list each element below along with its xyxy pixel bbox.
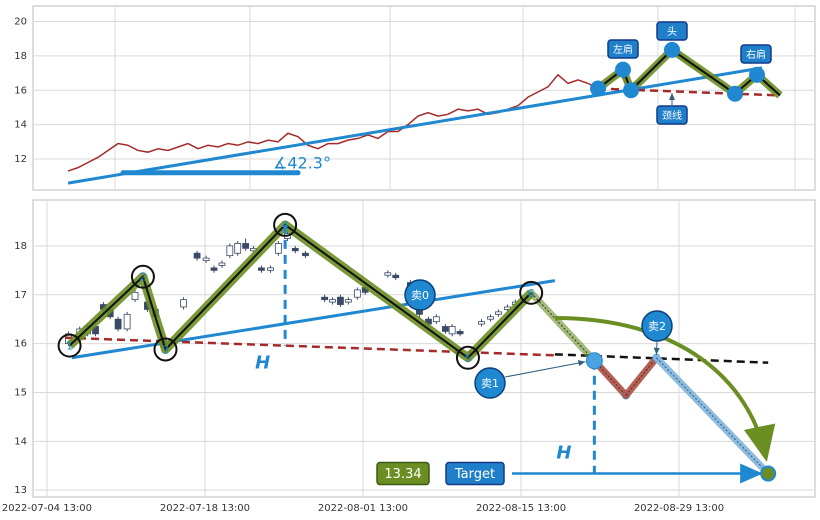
pattern-label: 6 [528, 287, 535, 300]
x-tick-label: 2022-08-29 13:00 [634, 503, 724, 514]
pattern-point [727, 85, 743, 102]
candle-body [114, 318, 122, 330]
sell-marker [404, 279, 436, 311]
projection-point [585, 352, 603, 370]
candle-body [242, 243, 250, 249]
drop-arrow [554, 316, 776, 462]
candle-body [274, 243, 282, 254]
candle-body [180, 299, 187, 308]
sell-label: 卖1 [481, 377, 499, 390]
sell-arrow [653, 341, 660, 355]
candle-body [495, 311, 502, 315]
candle-body [384, 272, 392, 276]
candle-body [202, 257, 210, 261]
height-label: H [255, 353, 270, 374]
target-label-box [445, 461, 505, 486]
sell-label: 卖2 [648, 320, 666, 333]
pattern-point [623, 82, 639, 99]
candle-body [267, 267, 274, 271]
pattern-line [68, 223, 532, 360]
bottom-panel [32, 199, 816, 498]
sell-arrow [504, 360, 586, 378]
target-label: Target [454, 467, 495, 482]
candle-body [302, 252, 309, 257]
pattern-annotation: 右肩 [746, 48, 766, 61]
pattern-point [749, 66, 765, 83]
projection-line [625, 357, 657, 396]
y-tick-label: 18 [14, 241, 27, 252]
pattern-point [57, 333, 82, 358]
pattern-point [130, 264, 155, 289]
trend-line [67, 66, 763, 185]
candle-body [291, 247, 299, 252]
candle-body [478, 321, 485, 325]
y-tick-label: 14 [14, 436, 27, 447]
candle-body [258, 267, 265, 271]
pattern-point [455, 345, 480, 370]
y-tick-label: 16 [14, 339, 27, 350]
pattern-label: 3 [162, 343, 169, 356]
x-tick-label: 2022-08-01 13:00 [318, 503, 408, 514]
candle-body [441, 326, 449, 332]
candle-body [456, 331, 464, 335]
pattern-point [664, 41, 680, 58]
projection-point [760, 465, 777, 482]
candle-body [344, 299, 352, 303]
target-value-box [376, 461, 430, 486]
pattern-point [273, 212, 298, 237]
y-tick-label: 17 [14, 290, 27, 301]
y-tick-label: 20 [14, 16, 27, 27]
pattern-point [519, 280, 544, 305]
pattern-label: 5 [464, 352, 471, 365]
y-tick-label: 15 [14, 387, 27, 398]
angle-label: ∡42.3° [273, 153, 331, 172]
candle-body [226, 245, 234, 257]
pattern-annotation-box [607, 39, 639, 59]
sell-label: 卖0 [411, 289, 429, 302]
y-tick-label: 12 [14, 154, 27, 165]
candle-body [487, 316, 494, 320]
candle-body [218, 262, 226, 266]
projection-line [530, 292, 595, 362]
y-tick-label: 18 [14, 51, 27, 62]
candle-body [353, 289, 361, 298]
pattern-annotation-box [656, 105, 688, 125]
y-tick-label: 16 [14, 85, 27, 96]
height-label: H [556, 443, 571, 464]
pattern-point [615, 61, 631, 78]
pattern-annotation-box [740, 44, 772, 64]
candle-body [123, 313, 131, 330]
pattern-annotation: 左肩 [613, 43, 633, 56]
pattern-point [590, 80, 606, 97]
candle-body [329, 299, 336, 303]
candle-body [337, 296, 344, 305]
pattern-label: 4 [282, 219, 289, 232]
candle-body [131, 291, 139, 301]
pattern-annotation: 头 [667, 26, 677, 38]
top-panel [32, 5, 816, 191]
candle-body [448, 326, 456, 335]
sell-marker [641, 310, 673, 342]
pattern-annotation: 颈线 [662, 109, 682, 122]
sell-marker [474, 367, 506, 399]
x-tick-label: 2022-07-04 13:00 [2, 503, 92, 514]
candle-body [392, 274, 400, 279]
pattern-label: 2 [139, 271, 146, 284]
target-value: 13.34 [384, 467, 421, 482]
pattern-label: 1 [66, 340, 73, 353]
projection-line [656, 357, 769, 474]
candle-body [321, 296, 329, 301]
y-tick-label: 13 [14, 485, 27, 496]
pattern-annotation-box [656, 21, 688, 41]
upper-line [71, 279, 556, 360]
y-tick-label: 14 [14, 120, 27, 131]
candle-body [234, 243, 242, 254]
x-tick-label: 2022-07-18 13:00 [160, 503, 250, 514]
pattern-point [153, 337, 178, 362]
x-tick-label: 2022-08-15 13:00 [476, 503, 566, 514]
candle-body [432, 316, 440, 323]
candle-body [193, 252, 201, 259]
candle-body [210, 267, 218, 271]
